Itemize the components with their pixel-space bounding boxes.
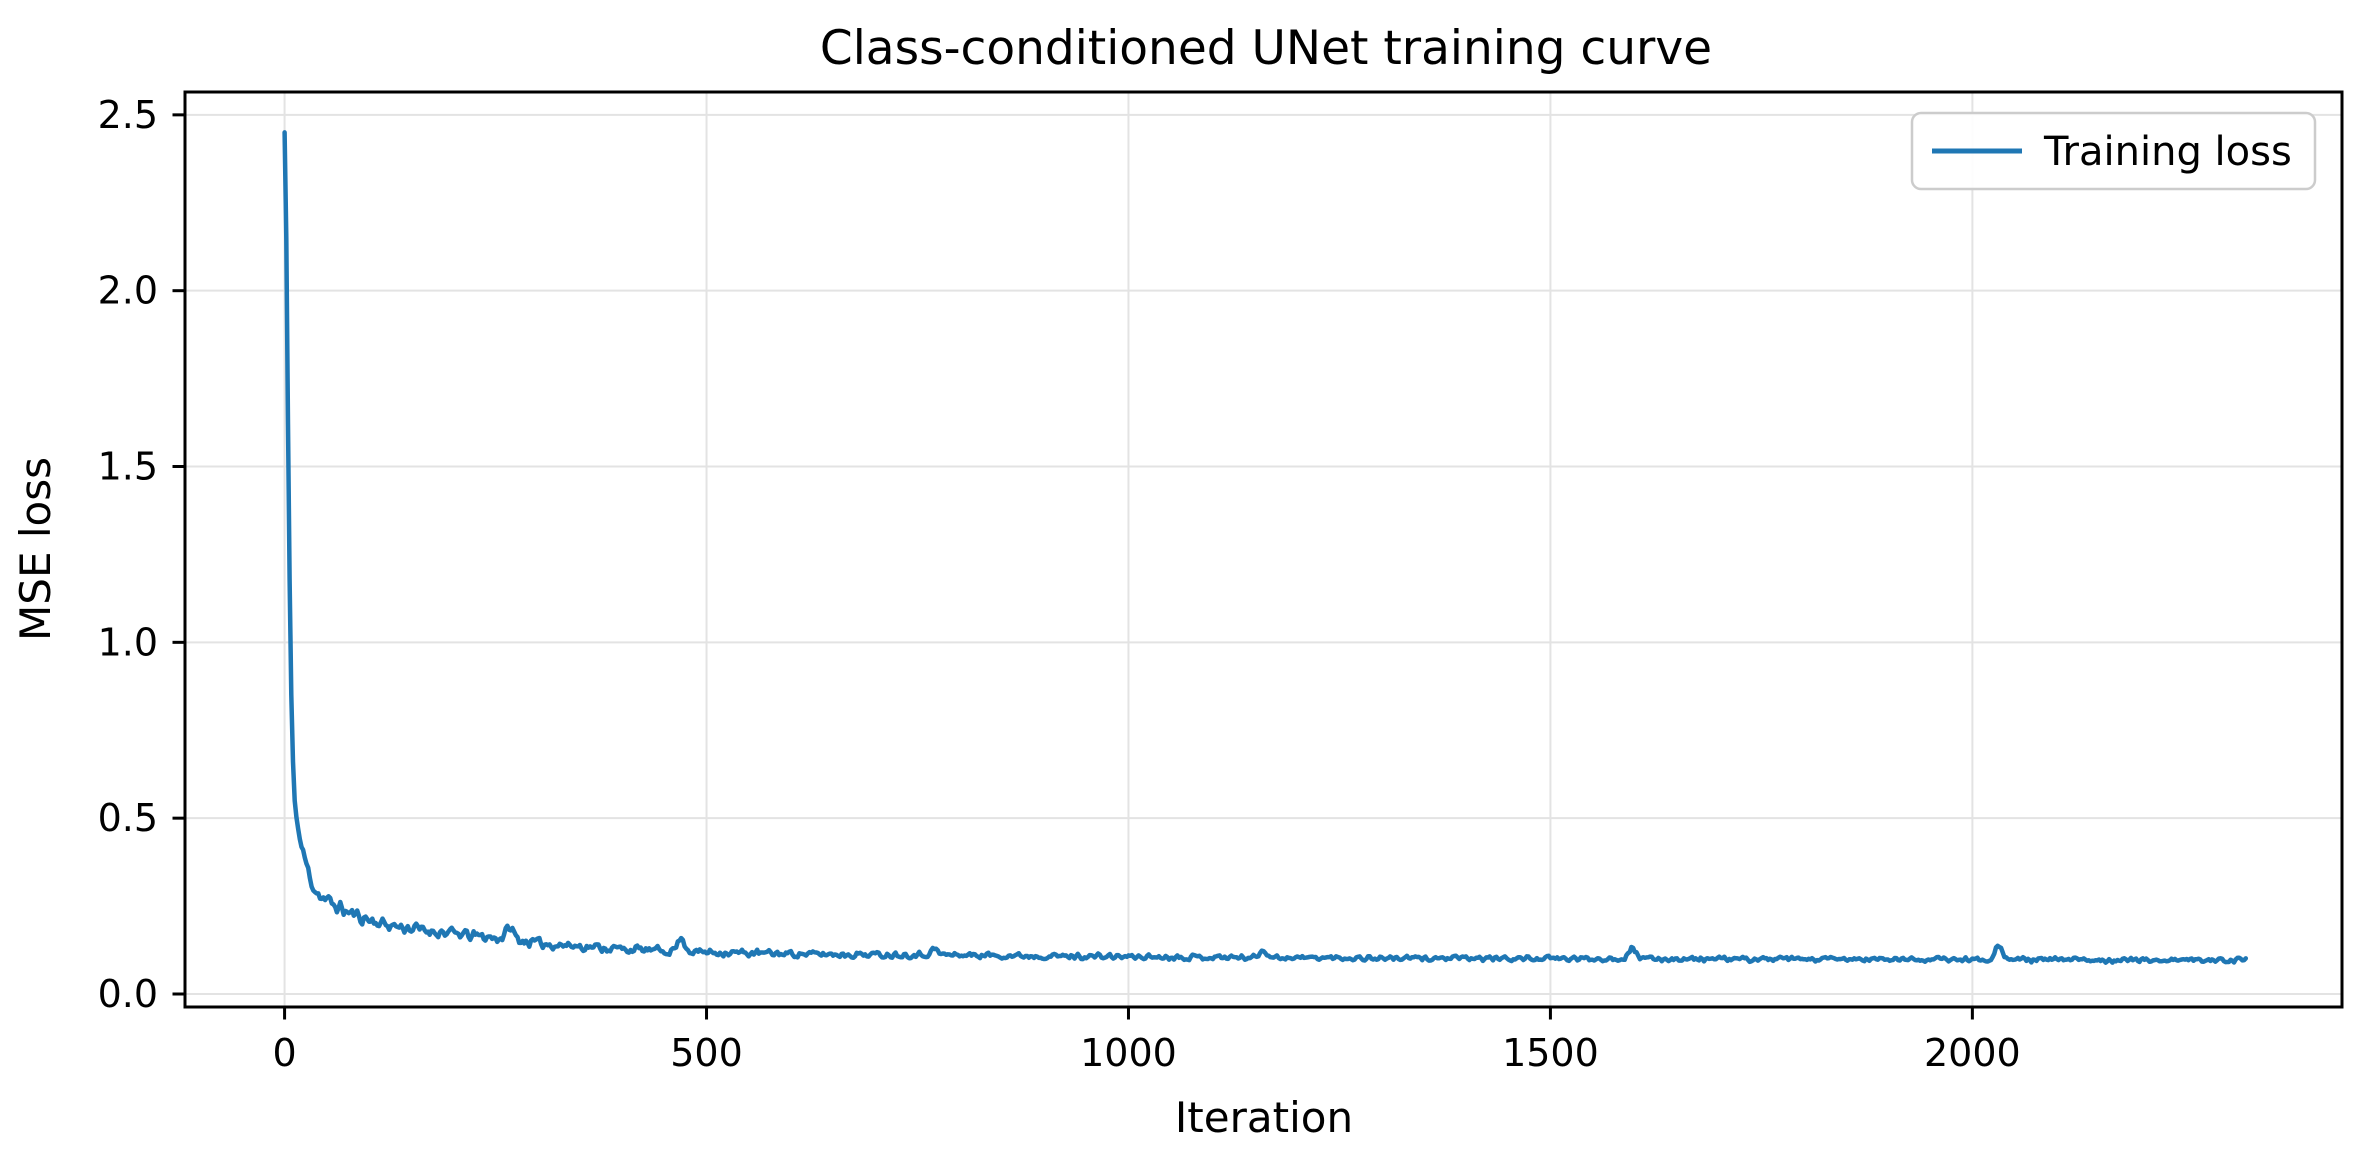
y-tick-label: 0.0 (98, 972, 158, 1016)
plot-area-background (185, 92, 2342, 1007)
y-tick-label: 2.5 (98, 93, 158, 137)
x-axis-label: Iteration (1175, 1093, 1353, 1142)
axis-ticks (172, 113, 1974, 1020)
x-tick-label: 1500 (1502, 1031, 1599, 1075)
y-tick-label: 2.0 (98, 269, 158, 313)
y-tick-label: 1.0 (98, 620, 158, 664)
plot-border (183, 90, 2344, 1009)
chart-title: Class-conditioned UNet training curve (820, 21, 1712, 76)
y-axis-label: MSE loss (11, 457, 60, 641)
grid-lines (185, 92, 2342, 1007)
legend: Training loss (1910, 111, 2317, 191)
training-loss-line (282, 130, 2249, 965)
axis-tick-labels: 0 500 1000 1500 2000 0.0 0.5 1.0 1.5 2.0 2.5 (98, 93, 2021, 1075)
x-tick-label: 0 (272, 1031, 296, 1075)
x-tick-label: 1000 (1080, 1031, 1177, 1075)
y-tick-label: 1.5 (98, 445, 158, 489)
x-tick-label: 500 (670, 1031, 743, 1075)
legend-label: Training loss (2043, 129, 2292, 175)
legend-box (1910, 111, 2317, 191)
x-tick-label: 2000 (1924, 1031, 2021, 1075)
y-tick-label: 0.5 (98, 796, 158, 840)
